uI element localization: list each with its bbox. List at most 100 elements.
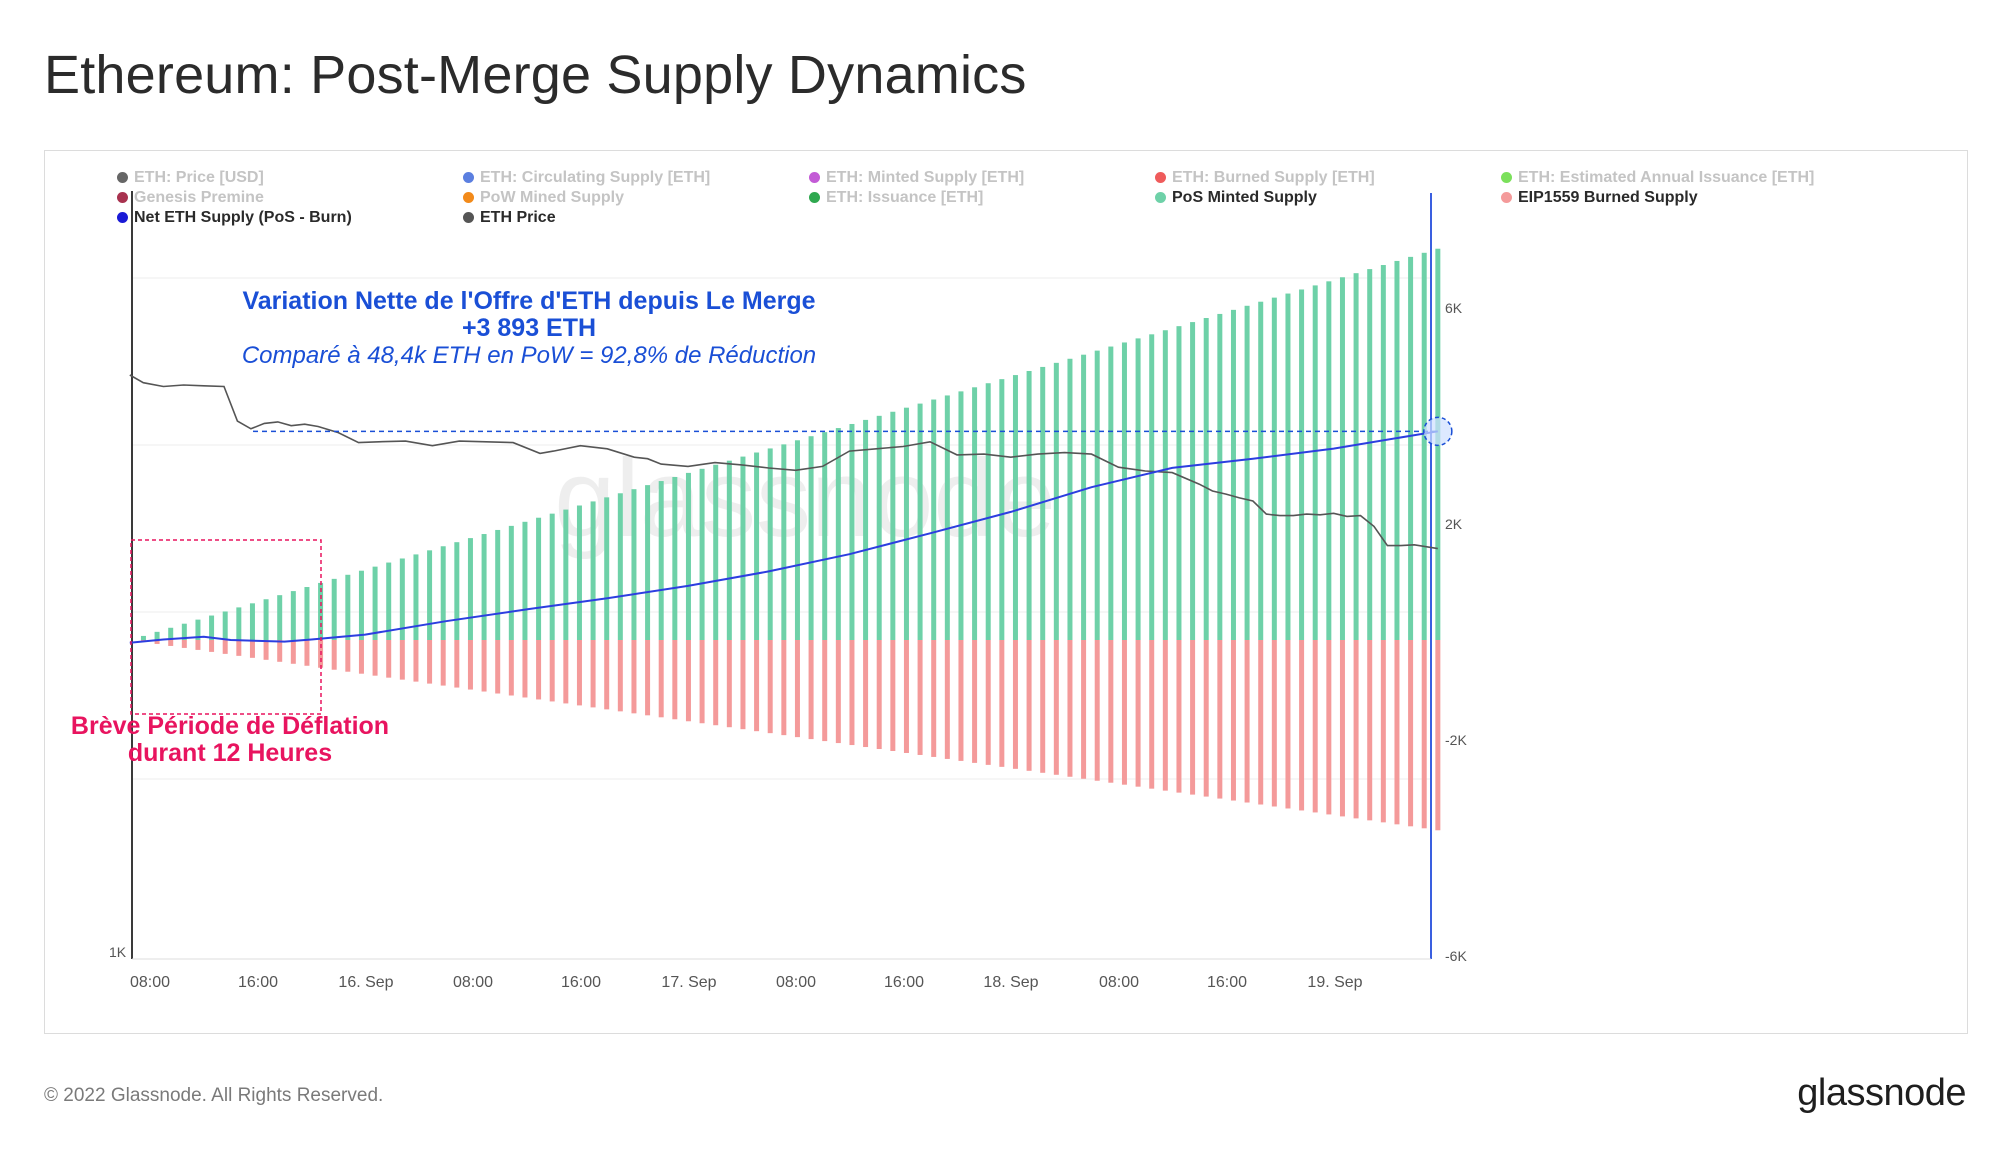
burn-bar: [522, 640, 528, 698]
x-tick-label: 16:00: [1207, 974, 1247, 991]
burn-bar: [1435, 640, 1441, 831]
pos-minted-bar: [249, 603, 255, 640]
pos-minted-bar: [890, 411, 896, 640]
pos-minted-bar: [522, 521, 528, 640]
legend-label: PoS Minted Supply: [1172, 189, 1317, 206]
legend-item-10[interactable]: Net ETH Supply (PoS - Burn): [117, 209, 352, 227]
pos-minted-bar: [849, 423, 855, 640]
pos-minted-bar: [386, 562, 392, 640]
burn-bar: [631, 640, 637, 714]
legend-item-8[interactable]: PoS Minted Supply: [1155, 189, 1317, 207]
pos-minted-bar: [1408, 256, 1414, 640]
pos-minted-bar: [822, 432, 828, 640]
burn-bar: [1408, 640, 1414, 827]
legend-item-5[interactable]: Genesis Premine: [117, 189, 264, 207]
pos-minted-bar: [290, 591, 296, 640]
pos-minted-bar: [1081, 354, 1087, 640]
burn-bar: [181, 640, 187, 648]
net-change-compare: Comparé à 48,4k ETH en PoW = 92,8% de Ré…: [242, 342, 816, 369]
legend-dot-icon: [117, 192, 128, 203]
pos-minted-bar: [508, 525, 514, 640]
net-change-value: +3 893 ETH: [462, 314, 596, 342]
pos-minted-bar: [495, 529, 501, 640]
burn-bar: [413, 640, 419, 682]
burn-bar: [1149, 640, 1155, 789]
burn-bar: [399, 640, 405, 680]
pos-minted-bar: [863, 419, 869, 640]
burn-bar: [440, 640, 446, 686]
pos-minted-bar: [140, 635, 146, 640]
chart-panel: glassnode 6K 2K -2K -6K 1K 08:00 16:00 16. Sep 08…: [44, 150, 1968, 1034]
pos-minted-bar: [1067, 358, 1073, 640]
legend-dot-icon: [117, 212, 128, 223]
pos-minted-bar: [713, 464, 719, 640]
legend-item-7[interactable]: ETH: Issuance [ETH]: [809, 189, 983, 207]
pos-minted-bar: [931, 399, 937, 640]
legend-item-6[interactable]: PoW Mined Supply: [463, 189, 624, 207]
burn-bar: [1258, 640, 1264, 805]
x-tick-label: 08:00: [453, 974, 493, 991]
pos-minted-bar: [1217, 313, 1223, 640]
burn-bar: [672, 640, 678, 720]
legend-item-3[interactable]: ETH: Burned Supply [ETH]: [1155, 169, 1375, 187]
pos-minted-bar: [808, 436, 814, 640]
legend-item-0[interactable]: ETH: Price [USD]: [117, 169, 264, 187]
x-tick-label: 16. Sep: [338, 974, 393, 991]
burn-bar: [944, 640, 950, 759]
x-tick-label: 17. Sep: [661, 974, 716, 991]
pos-minted-bar: [767, 448, 773, 640]
pos-minted-bar: [1012, 375, 1018, 640]
pos-minted-bar: [481, 534, 487, 640]
burn-bar: [917, 640, 923, 755]
pos-minted-bar: [372, 566, 378, 640]
legend-item-1[interactable]: ETH: Circulating Supply [ETH]: [463, 169, 710, 187]
pos-minted-bar: [1367, 269, 1373, 640]
legend-label: PoW Mined Supply: [480, 189, 624, 206]
pos-minted-bar: [1339, 277, 1345, 640]
pos-minted-bar: [631, 489, 637, 640]
legend-label: ETH: Burned Supply [ETH]: [1172, 169, 1375, 186]
legend-item-11[interactable]: ETH Price: [463, 209, 556, 227]
net-change-title: Variation Nette de l'Offre d'ETH depuis …: [242, 287, 815, 315]
burn-bar: [1271, 640, 1277, 807]
deflation-label-line2: durant 12 Heures: [128, 739, 332, 767]
legend-dot-icon: [809, 192, 820, 203]
burn-bar: [972, 640, 978, 763]
burn-bar: [1121, 640, 1127, 785]
burn-bar: [781, 640, 787, 736]
pos-minted-bar: [944, 395, 950, 640]
pos-minted-bar: [1094, 350, 1100, 640]
burn-bar: [1394, 640, 1400, 825]
burn-bar: [209, 640, 215, 652]
pos-minted-bar: [658, 481, 664, 640]
burn-bar: [1081, 640, 1087, 779]
glassnode-logo[interactable]: glassnode: [1797, 1072, 1966, 1114]
legend-item-4[interactable]: ETH: Estimated Annual Issuance [ETH]: [1501, 169, 1814, 187]
page-title: Ethereum: Post-Merge Supply Dynamics: [44, 45, 1027, 105]
burn-bar: [1190, 640, 1196, 795]
pos-minted-bar: [1230, 309, 1236, 640]
legend-label: EIP1559 Burned Supply: [1518, 189, 1698, 206]
legend-item-9[interactable]: EIP1559 Burned Supply: [1501, 189, 1698, 207]
burn-bar: [1026, 640, 1032, 771]
burn-bar: [1053, 640, 1059, 775]
pos-minted-bar: [754, 452, 760, 640]
burn-bar: [699, 640, 705, 724]
burn-bar: [658, 640, 664, 718]
burn-bar: [195, 640, 201, 650]
legend-item-2[interactable]: ETH: Minted Supply [ETH]: [809, 169, 1024, 187]
legend-label: ETH: Estimated Annual Issuance [ETH]: [1518, 169, 1815, 186]
burn-bar: [454, 640, 460, 688]
burn-bar: [481, 640, 487, 692]
pos-minted-bar: [1421, 252, 1427, 640]
deflation-period-box: [130, 539, 322, 715]
burn-bar: [1353, 640, 1359, 819]
burn-bar: [304, 640, 310, 666]
pos-minted-bar: [699, 468, 705, 640]
pos-minted-bar: [263, 599, 269, 640]
burn-bar: [1421, 640, 1427, 829]
pos-minted-bar: [917, 403, 923, 640]
burn-bar: [767, 640, 773, 734]
burn-bar: [1094, 640, 1100, 781]
pos-minted-bar: [576, 505, 582, 640]
